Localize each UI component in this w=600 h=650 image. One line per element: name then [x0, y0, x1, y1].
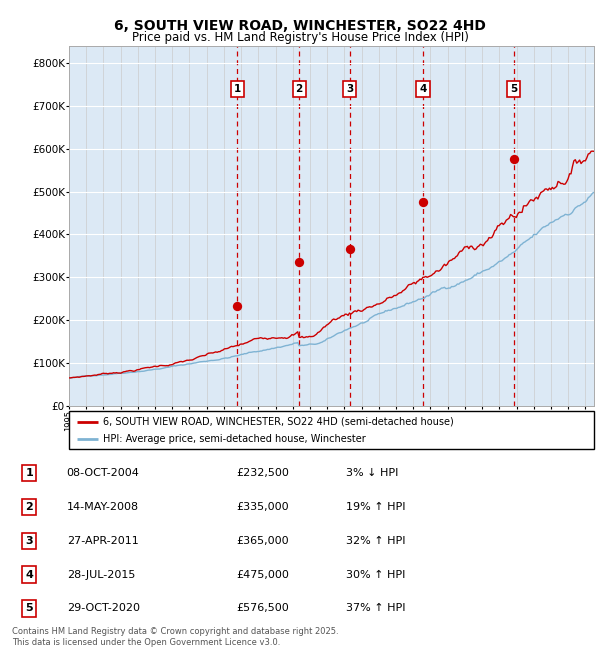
Point — [232, 301, 242, 311]
Text: 2: 2 — [25, 502, 33, 512]
Point — [418, 197, 428, 207]
Text: 6, SOUTH VIEW ROAD, WINCHESTER, SO22 4HD: 6, SOUTH VIEW ROAD, WINCHESTER, SO22 4HD — [114, 20, 486, 34]
Text: £475,000: £475,000 — [236, 569, 290, 580]
Point — [295, 257, 304, 268]
Text: 08-OCT-2004: 08-OCT-2004 — [67, 468, 140, 478]
Text: 1: 1 — [233, 84, 241, 94]
Text: 6, SOUTH VIEW ROAD, WINCHESTER, SO22 4HD (semi-detached house): 6, SOUTH VIEW ROAD, WINCHESTER, SO22 4HD… — [103, 417, 454, 427]
Text: 1: 1 — [25, 468, 33, 478]
Text: 28-JUL-2015: 28-JUL-2015 — [67, 569, 135, 580]
Text: 3: 3 — [346, 84, 353, 94]
Text: 4: 4 — [419, 84, 427, 94]
Text: 14-MAY-2008: 14-MAY-2008 — [67, 502, 139, 512]
Text: 5: 5 — [510, 84, 517, 94]
Text: Price paid vs. HM Land Registry's House Price Index (HPI): Price paid vs. HM Land Registry's House … — [131, 31, 469, 44]
Text: £576,500: £576,500 — [236, 603, 289, 614]
Text: 3: 3 — [25, 536, 33, 546]
FancyBboxPatch shape — [69, 411, 594, 448]
Text: 4: 4 — [25, 569, 33, 580]
Text: 27-APR-2011: 27-APR-2011 — [67, 536, 139, 546]
Text: 37% ↑ HPI: 37% ↑ HPI — [346, 603, 406, 614]
Point — [509, 153, 518, 164]
Text: 32% ↑ HPI: 32% ↑ HPI — [346, 536, 406, 546]
Text: 5: 5 — [25, 603, 33, 614]
Text: 3% ↓ HPI: 3% ↓ HPI — [346, 468, 398, 478]
Text: £365,000: £365,000 — [236, 536, 289, 546]
Text: 29-OCT-2020: 29-OCT-2020 — [67, 603, 140, 614]
Text: 19% ↑ HPI: 19% ↑ HPI — [346, 502, 406, 512]
Point — [345, 244, 355, 255]
Text: HPI: Average price, semi-detached house, Winchester: HPI: Average price, semi-detached house,… — [103, 434, 366, 444]
Text: 2: 2 — [296, 84, 303, 94]
Text: £335,000: £335,000 — [236, 502, 289, 512]
Text: £232,500: £232,500 — [236, 468, 290, 478]
Text: Contains HM Land Registry data © Crown copyright and database right 2025.
This d: Contains HM Land Registry data © Crown c… — [12, 627, 338, 647]
Text: 30% ↑ HPI: 30% ↑ HPI — [346, 569, 406, 580]
